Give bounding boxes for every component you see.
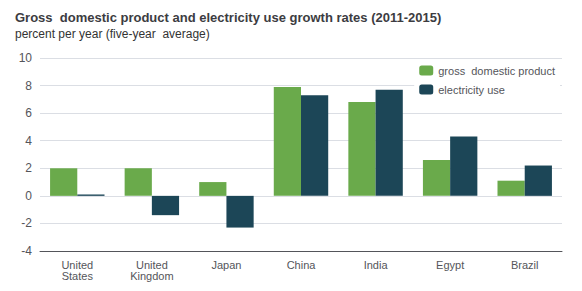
svg-text:percent per year (five-year a: percent per year (five-year average) <box>15 27 210 41</box>
svg-text:Gross domestic product and el: Gross domestic product and electricity u… <box>15 10 441 25</box>
svg-text:United: United <box>136 258 168 271</box>
svg-text:India: India <box>364 259 389 271</box>
svg-text:10: 10 <box>19 51 33 65</box>
svg-text:6: 6 <box>25 106 32 120</box>
svg-text:0: 0 <box>25 189 32 203</box>
svg-text:Egypt: Egypt <box>436 259 464 271</box>
svg-text:4: 4 <box>25 134 32 148</box>
svg-text:electricity use: electricity use <box>438 84 505 96</box>
svg-text:Brazil: Brazil <box>511 259 539 271</box>
svg-text:Kingdom: Kingdom <box>130 270 173 282</box>
svg-text:8: 8 <box>25 79 32 93</box>
svg-text:Japan: Japan <box>211 259 241 271</box>
svg-text:China: China <box>287 259 317 271</box>
svg-text:-2: -2 <box>21 216 32 230</box>
svg-text:2: 2 <box>25 161 32 175</box>
svg-text:United: United <box>61 258 94 271</box>
svg-text:-4: -4 <box>21 244 32 258</box>
svg-text:States: States <box>62 270 94 282</box>
svg-text:gross domestic product: gross domestic product <box>438 65 555 77</box>
